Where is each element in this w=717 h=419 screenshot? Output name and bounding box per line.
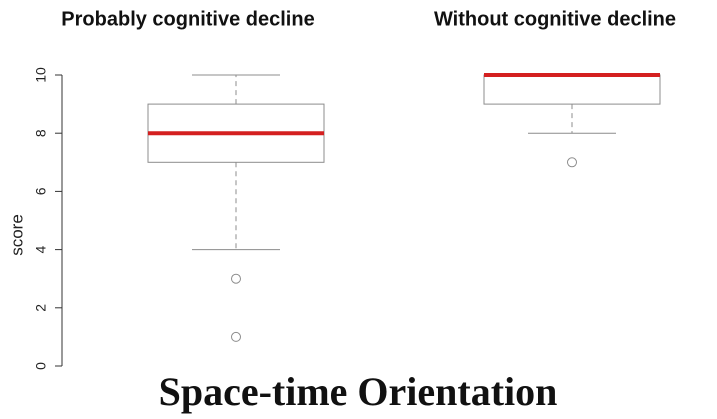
y-tick-label: 6 [33, 187, 49, 195]
y-tick-label: 2 [33, 304, 49, 312]
chart-title: Space-time Orientation [159, 369, 558, 414]
y-tick-label: 0 [33, 362, 49, 370]
y-tick-label: 4 [33, 245, 49, 253]
outlier [231, 331, 241, 342]
outlier [231, 273, 241, 284]
panel-title: Probably cognitive decline [61, 8, 314, 30]
y-tick-label: 10 [33, 67, 49, 83]
y-axis-label: score [7, 214, 26, 256]
box [483, 74, 661, 105]
y-tick-label: 8 [33, 129, 49, 137]
outlier [567, 157, 577, 168]
panel-title: Without cognitive decline [434, 8, 676, 30]
